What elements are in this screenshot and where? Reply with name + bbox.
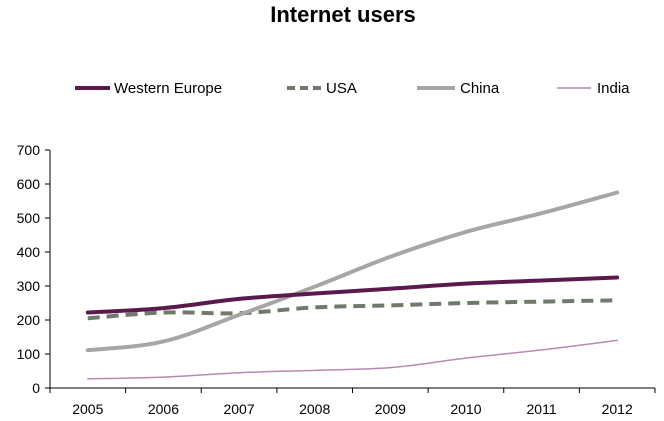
series-group xyxy=(85,190,620,380)
y-tick-label: 100 xyxy=(17,346,41,362)
x-tick-label: 2009 xyxy=(375,401,406,417)
chart-title: Internet users xyxy=(270,2,416,27)
y-tick-label: 700 xyxy=(17,142,41,158)
y-tick-label: 0 xyxy=(32,380,40,396)
series-line-usa xyxy=(87,298,618,321)
series-line-india xyxy=(87,339,618,380)
series-line-western-europe xyxy=(85,275,620,315)
legend-item: China xyxy=(417,80,500,97)
legend-label: China xyxy=(460,80,500,97)
x-tick-label: 2006 xyxy=(148,401,179,417)
x-tick-label: 2005 xyxy=(72,401,103,417)
y-tick-label: 600 xyxy=(17,176,41,192)
y-tick-label: 200 xyxy=(17,312,41,328)
legend-label: Western Europe xyxy=(114,80,222,97)
legend-item: Western Europe xyxy=(75,80,222,97)
y-tick-label: 300 xyxy=(17,278,41,294)
legend-item: USA xyxy=(287,80,357,97)
legend: Western Europe USA China India xyxy=(75,80,630,97)
x-tick-label: 2008 xyxy=(299,401,330,417)
x-tick-label: 2011 xyxy=(527,401,557,417)
series-line-china xyxy=(85,190,620,353)
legend-label: USA xyxy=(326,80,357,97)
y-tick-label: 400 xyxy=(17,244,41,260)
axes: 0 100 200 300 400 500 600 700 2005 2006 2007 2008 20… xyxy=(17,142,656,417)
x-tick-label: 2012 xyxy=(602,401,633,417)
x-tick-label: 2007 xyxy=(223,401,254,417)
legend-label: India xyxy=(597,80,630,97)
x-tick-label: 2010 xyxy=(450,401,481,417)
y-tick-label: 500 xyxy=(17,210,41,226)
legend-item: India xyxy=(557,80,630,97)
